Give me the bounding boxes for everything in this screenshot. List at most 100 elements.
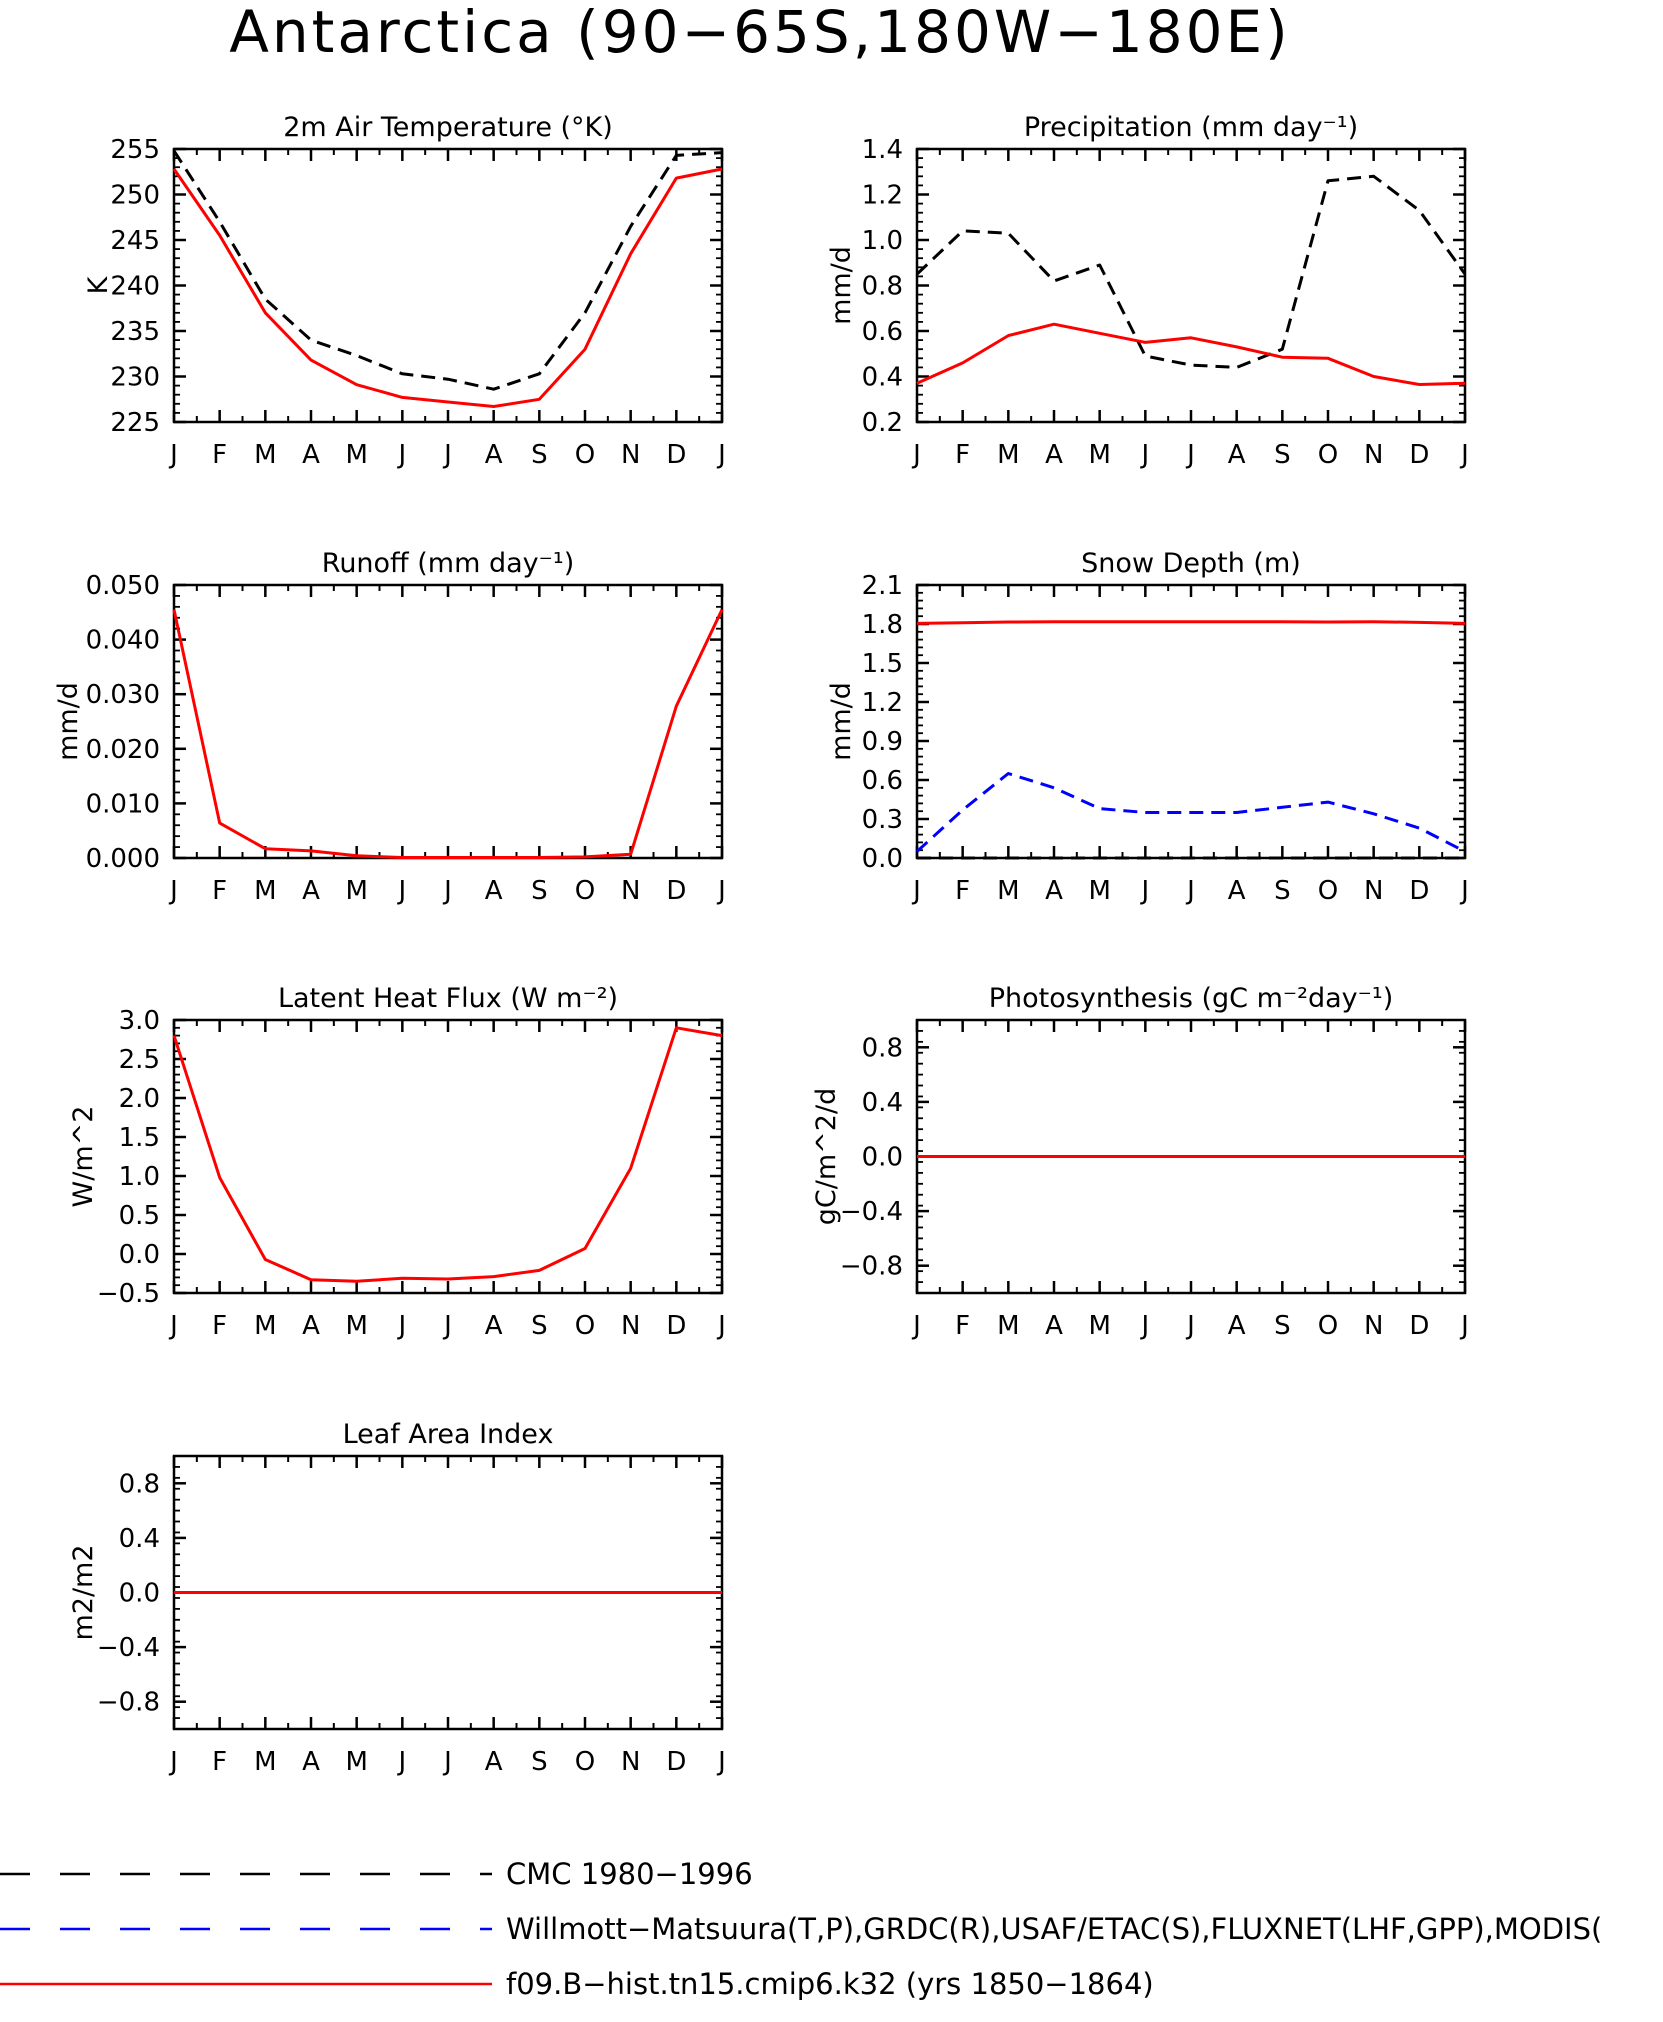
x-tick-label: O xyxy=(575,440,595,470)
x-tick-label: M xyxy=(345,1747,367,1777)
y-tick-label: 2.1 xyxy=(862,571,903,601)
y-tick-label: 1.0 xyxy=(862,226,903,256)
x-tick-label: F xyxy=(212,440,227,470)
y-tick-label: −0.8 xyxy=(97,1688,160,1718)
x-tick-label: O xyxy=(1318,1311,1338,1341)
x-tick-label: N xyxy=(1364,440,1383,470)
x-tick-label: J xyxy=(911,440,921,470)
x-tick-label: A xyxy=(1228,440,1246,470)
legend-label: CMC 1980−1996 xyxy=(506,1857,753,1891)
legend: CMC 1980−1996 Willmott−Matsuura(T,P),GRDC… xyxy=(0,1857,1602,2001)
chart-panel: 2m Air Temperature (°K)J F M A M J J A S O N D J2552… xyxy=(83,112,726,470)
chart-panel: Photosynthesis (gC m⁻²day⁻¹)J F M A M J J A S O N D… xyxy=(811,983,1469,1341)
figure-title: Antarctica (90−65S,180W−180E) xyxy=(229,0,1291,66)
y-tick-label: 0.8 xyxy=(119,1469,160,1499)
x-tick-label: D xyxy=(1409,440,1429,470)
y-tick-label: 0.030 xyxy=(86,680,160,710)
x-tick-label: M xyxy=(1088,876,1110,906)
y-tick-label: 0.0 xyxy=(119,1579,160,1609)
panels: 2m Air Temperature (°K)J F M A M J J A S O N D J2552… xyxy=(53,112,1469,1777)
plot-frame xyxy=(172,1018,724,1295)
series-line xyxy=(172,1026,723,1283)
x-tick-label: A xyxy=(1228,876,1246,906)
x-tick-label: J xyxy=(1185,440,1195,470)
y-tick-label: 1.5 xyxy=(119,1123,160,1153)
x-tick-label: M xyxy=(997,1311,1019,1341)
x-tick-label: S xyxy=(1274,876,1291,906)
x-tick-label: S xyxy=(1274,1311,1291,1341)
series-line xyxy=(916,322,1466,386)
x-tick-label: S xyxy=(531,440,548,470)
y-tick-label: 0.0 xyxy=(862,844,903,874)
panel-title: Photosynthesis (gC m⁻²day⁻¹) xyxy=(989,983,1393,1014)
y-tick-label: −0.5 xyxy=(97,1279,160,1309)
y-tick-label: 1.5 xyxy=(862,649,903,679)
x-tick-label: A xyxy=(1228,1311,1246,1341)
x-tick-label: D xyxy=(1409,1311,1429,1341)
chart-panel: Precipitation (mm day⁻¹)J F M A M J J A S O N D J1.4… xyxy=(826,112,1469,470)
x-tick-label: J xyxy=(911,876,921,906)
x-tick-label: J xyxy=(442,1311,452,1341)
x-tick-label: J xyxy=(168,440,178,470)
y-axis-label: mm/d xyxy=(826,682,857,761)
x-tick-label: J xyxy=(1185,876,1195,906)
x-tick-label: O xyxy=(1318,876,1338,906)
x-tick-label: M xyxy=(254,440,276,470)
y-tick-label: 230 xyxy=(110,363,160,393)
x-tick-label: D xyxy=(666,1311,686,1341)
x-tick-label: M xyxy=(345,876,367,906)
y-tick-label: −0.4 xyxy=(840,1197,903,1227)
y-tick-label: 0.3 xyxy=(862,805,903,835)
y-axis-label: mm/d xyxy=(53,682,84,761)
y-tick-label: 0.6 xyxy=(862,317,903,347)
y-tick-label: 255 xyxy=(110,135,160,165)
y-tick-label: 1.4 xyxy=(862,135,903,165)
x-tick-label: O xyxy=(575,876,595,906)
y-tick-label: 0.9 xyxy=(862,727,903,757)
x-tick-label: S xyxy=(531,1311,548,1341)
y-axis-label: W/m^2 xyxy=(68,1106,99,1208)
y-tick-label: 0.4 xyxy=(119,1524,160,1554)
x-tick-label: S xyxy=(531,1747,548,1777)
x-tick-label: J xyxy=(1459,1311,1469,1341)
legend-label: Willmott−Matsuura(T,P),GRDC(R),USAF/ETAC… xyxy=(506,1912,1602,1946)
chart-panel: Latent Heat Flux (W m⁻²)J F M A M J J A S O N D J3.0… xyxy=(68,983,726,1341)
x-tick-label: D xyxy=(666,1747,686,1777)
x-tick-label: J xyxy=(1139,440,1149,470)
x-tick-label: A xyxy=(302,440,320,470)
x-tick-label: J xyxy=(442,876,452,906)
y-axis-label: mm/d xyxy=(826,246,857,325)
x-tick-label: J xyxy=(168,876,178,906)
plot-frame xyxy=(915,147,1467,424)
y-tick-label: 1.2 xyxy=(862,181,903,211)
y-tick-label: 245 xyxy=(110,226,160,256)
y-tick-label: 1.2 xyxy=(862,688,903,718)
y-tick-label: 0.8 xyxy=(862,272,903,302)
y-tick-label: 2.5 xyxy=(119,1045,160,1075)
x-tick-label: A xyxy=(302,876,320,906)
x-tick-label: J xyxy=(1139,876,1149,906)
x-tick-label: M xyxy=(254,1747,276,1777)
y-tick-label: 0.4 xyxy=(862,1088,903,1118)
y-tick-label: 0.8 xyxy=(862,1033,903,1063)
x-tick-label: J xyxy=(1459,876,1469,906)
plot-frame xyxy=(172,583,724,860)
x-tick-label: A xyxy=(485,876,503,906)
y-tick-label: 0.5 xyxy=(119,1201,160,1231)
x-tick-label: J xyxy=(168,1747,178,1777)
x-tick-label: A xyxy=(1045,876,1063,906)
x-tick-label: J xyxy=(168,1311,178,1341)
y-tick-label: 0.4 xyxy=(862,363,903,393)
chart-panel: Runoff (mm day⁻¹)J F M A M J J A S O N D J0.0500.040… xyxy=(53,548,726,906)
x-tick-label: J xyxy=(396,1747,406,1777)
x-tick-label: J xyxy=(716,1747,726,1777)
x-tick-label: J xyxy=(911,1311,921,1341)
y-axis-label: m2/m2 xyxy=(68,1544,99,1640)
x-tick-label: J xyxy=(716,1311,726,1341)
x-tick-label: J xyxy=(442,440,452,470)
y-tick-label: 235 xyxy=(110,317,160,347)
x-tick-label: O xyxy=(575,1747,595,1777)
x-tick-label: J xyxy=(716,440,726,470)
x-tick-label: F xyxy=(955,876,970,906)
